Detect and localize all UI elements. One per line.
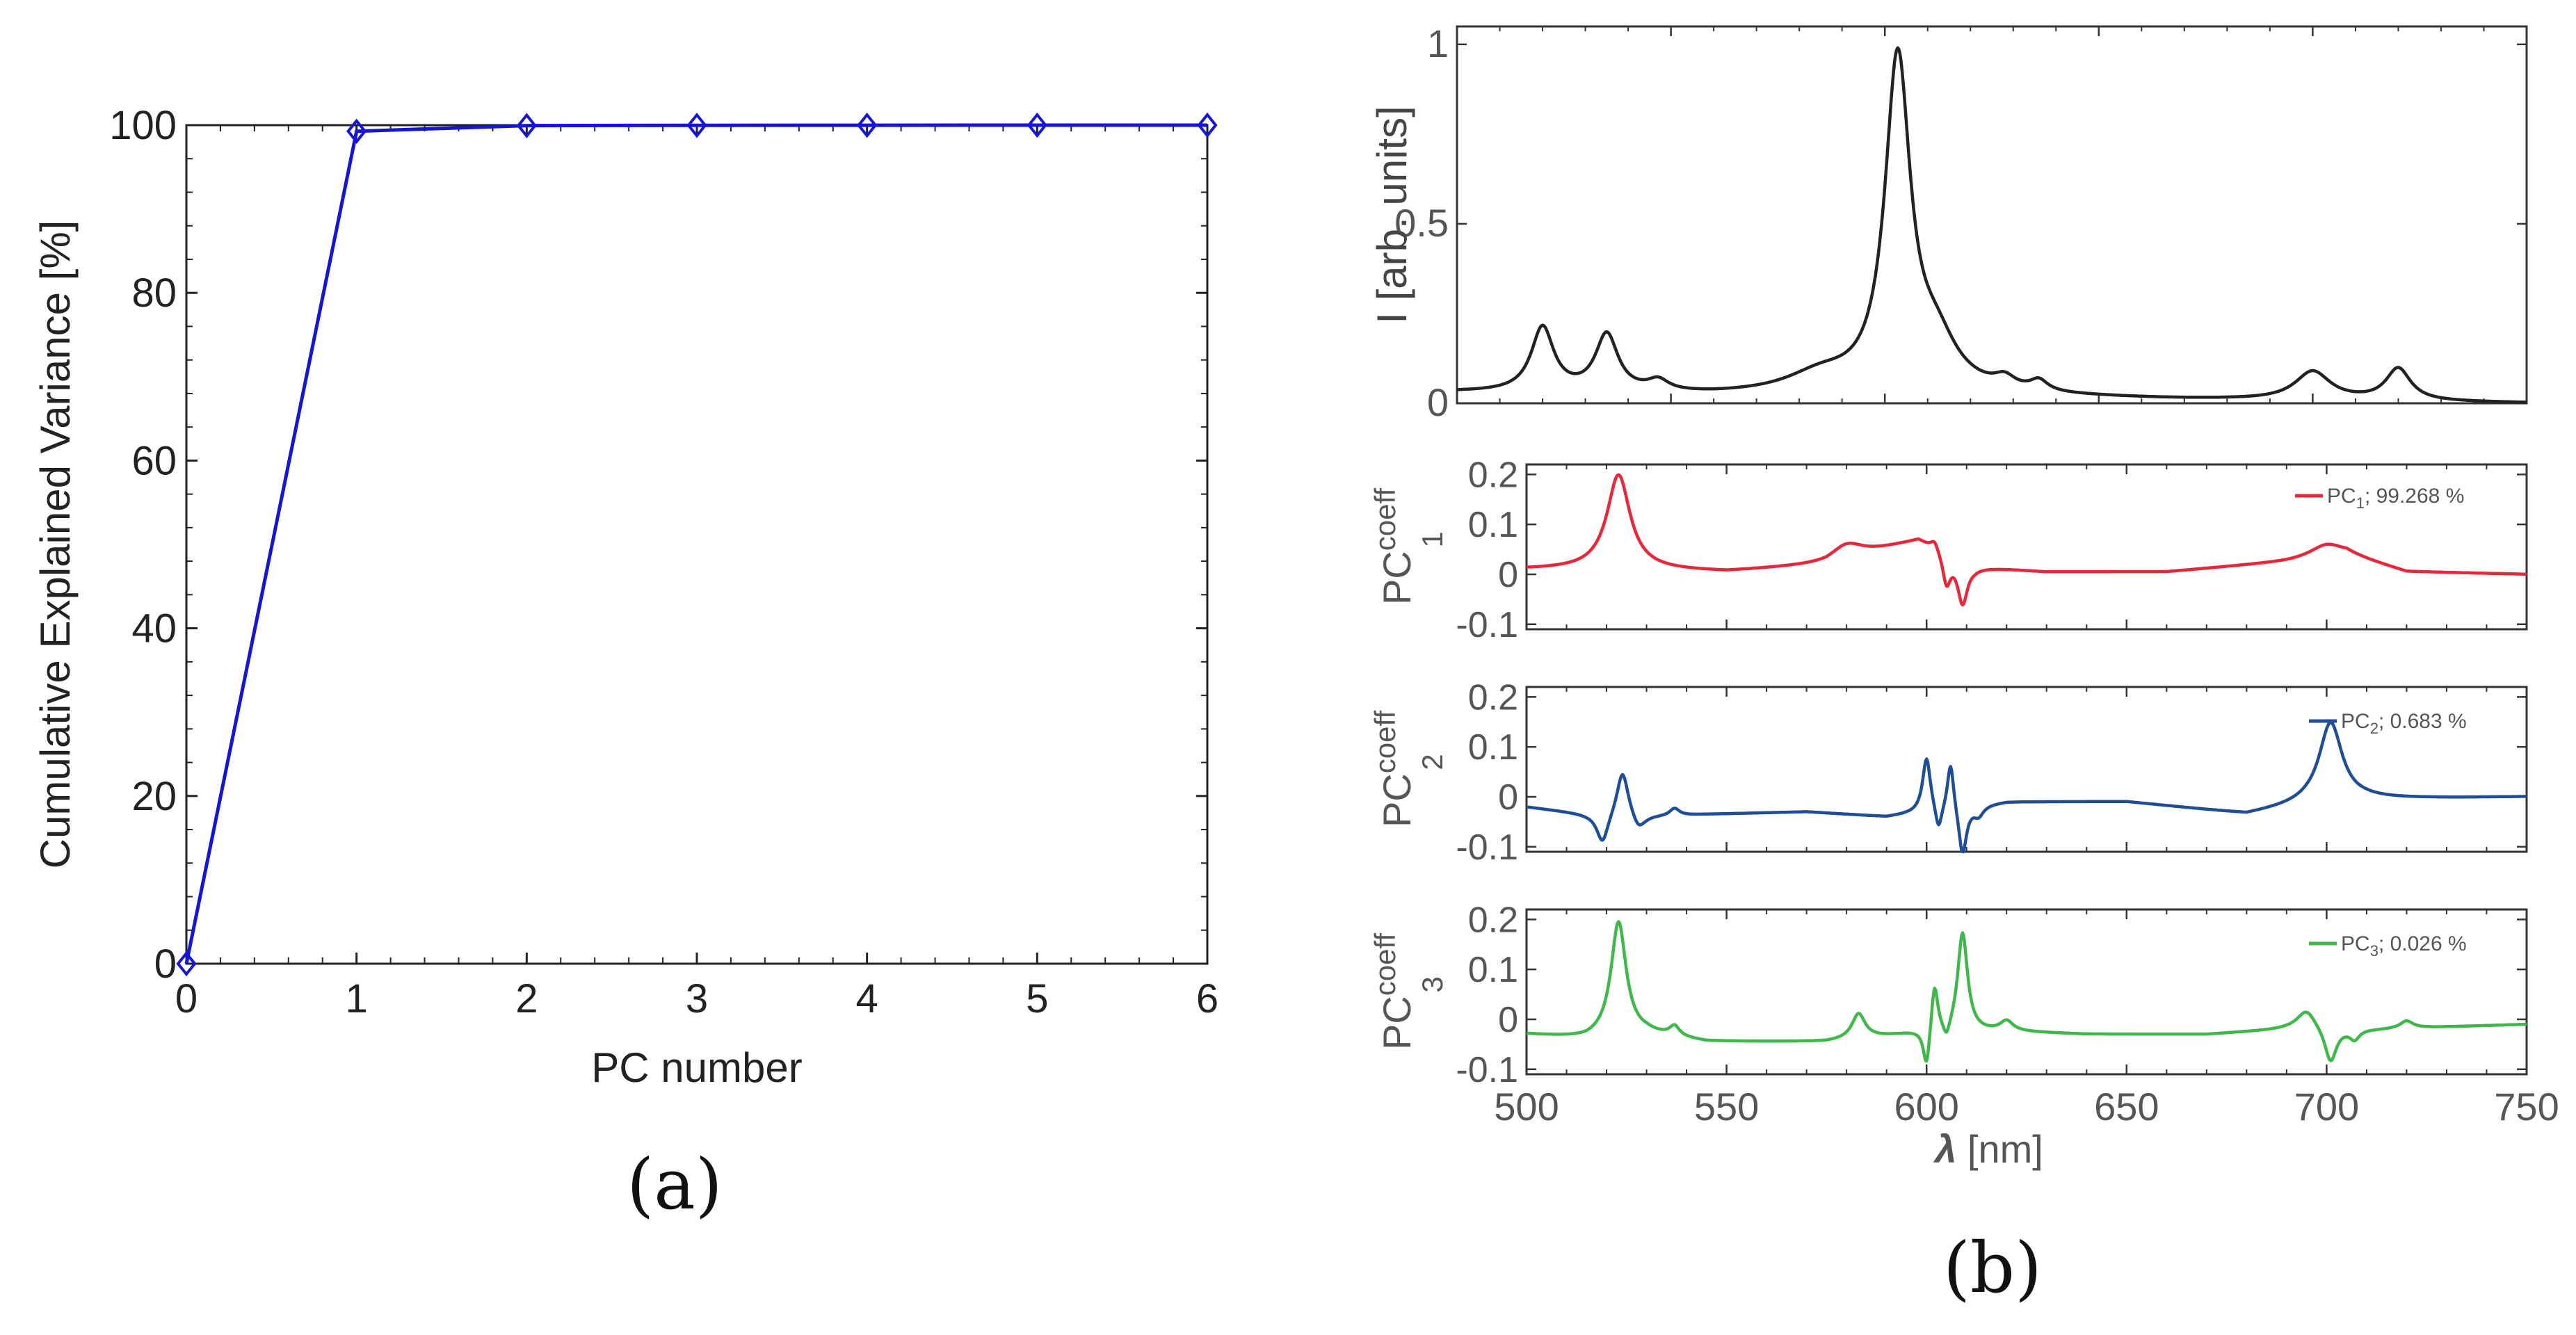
b-spectrum-curve bbox=[1456, 46, 2527, 404]
x-tick-label: 5 bbox=[1026, 976, 1048, 1021]
panel-b-spectrum-y-axis: 00.51 bbox=[1394, 22, 2527, 424]
panel-a-y-axis-label: Cumulative Explained Variance [%] bbox=[32, 220, 79, 869]
panel-b-spectrum-frame bbox=[1456, 25, 2528, 405]
panel-b-pc2-x-ticks bbox=[1525, 687, 2528, 852]
y-tick-label: 0.1 bbox=[1468, 727, 1518, 768]
panel-a-series bbox=[176, 112, 1218, 977]
pc1-label-main: PC bbox=[1375, 551, 1419, 605]
y-tick-label: 0.2 bbox=[1468, 455, 1518, 495]
data-point-diamond bbox=[516, 113, 537, 138]
panel-a-figure-label: (a) bbox=[627, 1144, 723, 1225]
pc2-label-sup: coeff bbox=[1369, 711, 1401, 774]
lambda-symbol: λ bbox=[1933, 1127, 1956, 1171]
panel-b-pc2-y-axis: -0.1 0 0.1 0.2 bbox=[1456, 677, 2527, 868]
panel-b-pc3-series bbox=[1526, 920, 2527, 1063]
panel-b-pc3-y-axis: -0.1 0 0.1 0.2 bbox=[1456, 900, 2527, 1090]
x-tick-label: 3 bbox=[686, 976, 708, 1021]
x-tick-label: 6 bbox=[1196, 976, 1218, 1021]
panel-b-pc3-frame bbox=[1525, 908, 2528, 1076]
b-pc3-curve bbox=[1526, 920, 2527, 1063]
pc3-legend-text: PC3; 0.026 % bbox=[2341, 932, 2467, 960]
panel-b-pc2-legend: PC2; 0.683 % bbox=[2309, 710, 2467, 737]
pc2-label-main: PC bbox=[1375, 773, 1419, 827]
y-tick-label: 0.2 bbox=[1468, 677, 1518, 718]
panel-b-pc1-legend: PC1; 99.268 % bbox=[2295, 485, 2464, 512]
y-tick-label: 0 bbox=[1498, 555, 1518, 595]
panel-b-pc1-y-axis: -0.1 0 0.1 0.2 bbox=[1456, 455, 2527, 645]
panel-a-y-axis: 0 20 40 60 80 100 bbox=[109, 103, 1207, 987]
y-tick-label: 80 bbox=[131, 270, 177, 316]
x-tick-label: 650 bbox=[2094, 1085, 2159, 1128]
panel-b-x-axis-label: λ [nm] bbox=[1933, 1127, 2043, 1171]
panel-b-pc3-x-axis: 500 550 600 650 700 750 bbox=[1494, 909, 2559, 1128]
panel-b-spectrum-y-axis-label: I [arb. units] bbox=[1369, 106, 1415, 323]
y-tick-label: 0 bbox=[1498, 777, 1518, 818]
y-tick-label: 0.1 bbox=[1468, 505, 1518, 545]
data-point-diamond bbox=[176, 950, 197, 977]
panel-b-figure-label: (b) bbox=[1943, 1227, 2042, 1309]
y-tick-label: 0.1 bbox=[1468, 950, 1518, 990]
panel-a-plot-frame bbox=[185, 124, 1209, 965]
panel-b-pc1-series bbox=[1526, 473, 2527, 607]
x-tick-label: 1 bbox=[346, 976, 368, 1021]
panel-b-pc1-x-ticks bbox=[1525, 464, 2528, 629]
y-tick-label: 1 bbox=[1427, 22, 1449, 65]
pc1-label-sub: 1 bbox=[1416, 531, 1449, 547]
panel-b-pc1-y-axis-label: PCcoeff bbox=[1369, 488, 1419, 605]
pc3-label-main: PC bbox=[1375, 996, 1419, 1050]
pc2-label-sub: 2 bbox=[1416, 754, 1449, 770]
panel-b-pc2-y-axis-label: PCcoeff bbox=[1369, 711, 1419, 827]
x-tick-label: 700 bbox=[2294, 1085, 2359, 1128]
y-tick-label: 60 bbox=[131, 438, 177, 483]
pc1-label-sup: coeff bbox=[1369, 488, 1401, 551]
x-tick-label: 600 bbox=[1894, 1085, 1958, 1128]
y-tick-label: 0 bbox=[154, 941, 177, 987]
x-tick-label: 0 bbox=[175, 976, 198, 1021]
pc3-label-sup: coeff bbox=[1369, 933, 1401, 996]
y-tick-label: -0.1 bbox=[1456, 1050, 1518, 1090]
y-tick-label: 0 bbox=[1427, 380, 1449, 424]
y-tick-label: 0 bbox=[1498, 1000, 1518, 1040]
y-tick-label: -0.1 bbox=[1456, 605, 1518, 645]
pc3-label-sub: 3 bbox=[1416, 976, 1449, 992]
pc2-legend-text: PC2; 0.683 % bbox=[2341, 710, 2467, 737]
data-point-diamond bbox=[857, 112, 878, 138]
y-tick-label: 20 bbox=[131, 774, 177, 819]
x-tick-label: 750 bbox=[2494, 1085, 2559, 1128]
data-point-diamond bbox=[686, 113, 707, 138]
x-tick-label: 550 bbox=[1694, 1085, 1759, 1128]
data-point-diamond bbox=[1027, 112, 1047, 138]
panel-b-pc3-legend: PC3; 0.026 % bbox=[2309, 932, 2467, 960]
x-tick-label: 4 bbox=[856, 976, 878, 1021]
panel-b-charts: 00.51 I [arb. units] -0.100.10.2 PCcoeff… bbox=[1369, 22, 2559, 1309]
y-tick-label: 100 bbox=[109, 103, 177, 148]
pc1-legend-text: PC1; 99.268 % bbox=[2327, 485, 2464, 512]
panel-b-pc2-series bbox=[1526, 720, 2527, 854]
x-axis-unit: [nm] bbox=[1956, 1127, 2043, 1171]
panel-b-spectrum-x-ticks bbox=[1456, 26, 2528, 403]
x-tick-label: 2 bbox=[515, 976, 538, 1021]
variance-line bbox=[184, 123, 1207, 964]
x-tick-label: 500 bbox=[1494, 1085, 1559, 1128]
y-tick-label: 0.5 bbox=[1394, 201, 1449, 245]
panel-b-spectrum-series bbox=[1456, 46, 2527, 404]
panel-b-pc1-frame bbox=[1525, 463, 2528, 631]
data-point-diamond bbox=[1197, 112, 1218, 138]
data-point-diamond bbox=[346, 118, 367, 145]
panel-b-pc2-frame bbox=[1525, 686, 2528, 853]
panel-b-pc3-y-axis-label: PCcoeff bbox=[1369, 933, 1419, 1050]
panel-a-x-axis-label: PC number bbox=[591, 1044, 802, 1091]
y-tick-label: 40 bbox=[131, 606, 177, 652]
b-pc2-curve bbox=[1526, 720, 2527, 854]
y-tick-label: 0.2 bbox=[1468, 900, 1518, 940]
y-tick-label: -0.1 bbox=[1456, 827, 1518, 868]
b-pc1-curve bbox=[1526, 473, 2527, 607]
panel-a-chart: 0 20 40 60 80 100 0 1 2 3 4 5 6 Cumulative Explaine… bbox=[32, 103, 1218, 1225]
